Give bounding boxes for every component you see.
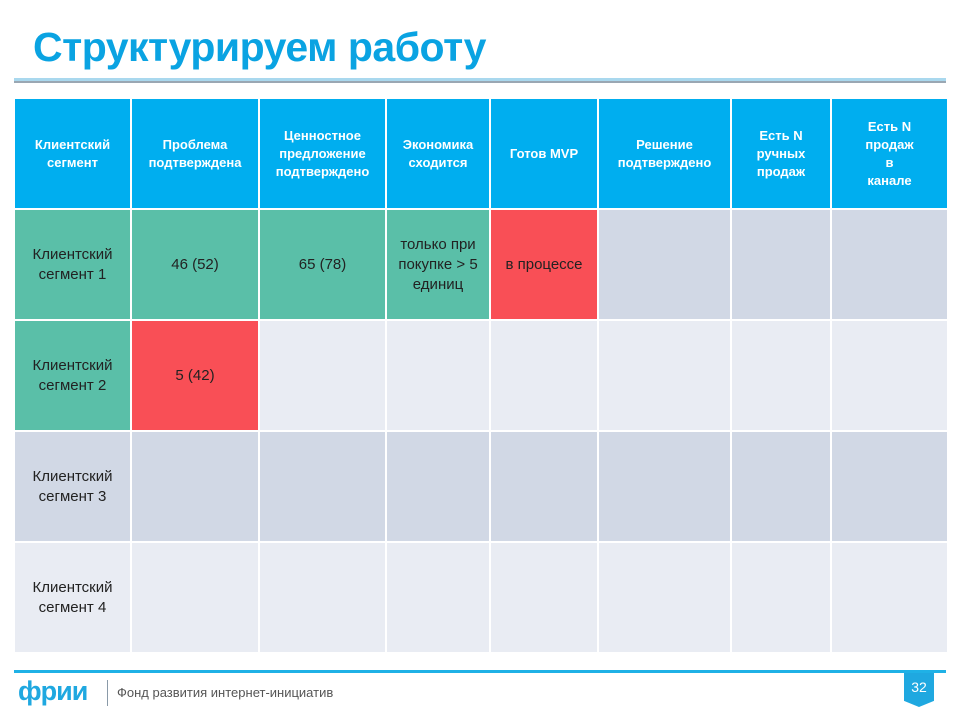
- title-divider-shadow: [14, 81, 946, 83]
- table-cell: [732, 321, 830, 430]
- table-cell: [387, 321, 489, 430]
- table-cell: только при покупке > 5 единиц: [387, 210, 489, 319]
- table-cell: [832, 210, 947, 319]
- table-row: Клиентский сегмент 1 46 (52) 65 (78) тол…: [15, 210, 947, 319]
- table-cell: 46 (52): [132, 210, 258, 319]
- header-cell: Ценностное предложение подтверждено: [260, 99, 385, 208]
- table-cell: в процессе: [491, 210, 597, 319]
- logo-separator: [107, 680, 108, 706]
- table-cell: [387, 543, 489, 652]
- segment-cell: Клиентский сегмент 1: [15, 210, 130, 319]
- table-cell: [132, 432, 258, 541]
- table-cell: [599, 543, 730, 652]
- table-row: Клиентский сегмент 2 5 (42): [15, 321, 947, 430]
- table-cell: [491, 432, 597, 541]
- header-cell: Есть N ручных продаж: [732, 99, 830, 208]
- table-row: Клиентский сегмент 3: [15, 432, 947, 541]
- table-cell: [491, 543, 597, 652]
- table-cell: [599, 321, 730, 430]
- table-cell: [732, 432, 830, 541]
- organization-name: Фонд развития интернет-инициатив: [117, 685, 334, 700]
- table-cell: [832, 432, 947, 541]
- frii-logo: фрии: [18, 676, 88, 706]
- table-header-row: Клиентский сегмент Проблема подтверждена…: [15, 99, 947, 208]
- table-cell: [832, 543, 947, 652]
- page-title: Структурируем работу: [33, 24, 486, 70]
- header-cell: Клиентский сегмент: [15, 99, 130, 208]
- segment-cell: Клиентский сегмент 4: [15, 543, 130, 652]
- table-cell: [599, 210, 730, 319]
- title-divider: [14, 78, 946, 81]
- table-cell: [832, 321, 947, 430]
- table-cell: [599, 432, 730, 541]
- table-cell: [732, 543, 830, 652]
- table-cell: [732, 210, 830, 319]
- header-cell: Проблема подтверждена: [132, 99, 258, 208]
- footer-divider: [14, 670, 946, 673]
- table-cell: [260, 432, 385, 541]
- header-cell: Готов MVP: [491, 99, 597, 208]
- segments-table: Клиентский сегмент Проблема подтверждена…: [13, 97, 949, 654]
- segment-cell: Клиентский сегмент 3: [15, 432, 130, 541]
- table-cell: [491, 321, 597, 430]
- segment-cell: Клиентский сегмент 2: [15, 321, 130, 430]
- page-number: 32: [904, 673, 934, 707]
- table-cell: [260, 321, 385, 430]
- header-cell: Есть N продаж в канале: [832, 99, 947, 208]
- table-cell: 5 (42): [132, 321, 258, 430]
- header-cell: Решение подтверждено: [599, 99, 730, 208]
- table-row: Клиентский сегмент 4: [15, 543, 947, 652]
- table-cell: 65 (78): [260, 210, 385, 319]
- header-cell: Экономика сходится: [387, 99, 489, 208]
- table-cell: [132, 543, 258, 652]
- table-cell: [387, 432, 489, 541]
- table-cell: [260, 543, 385, 652]
